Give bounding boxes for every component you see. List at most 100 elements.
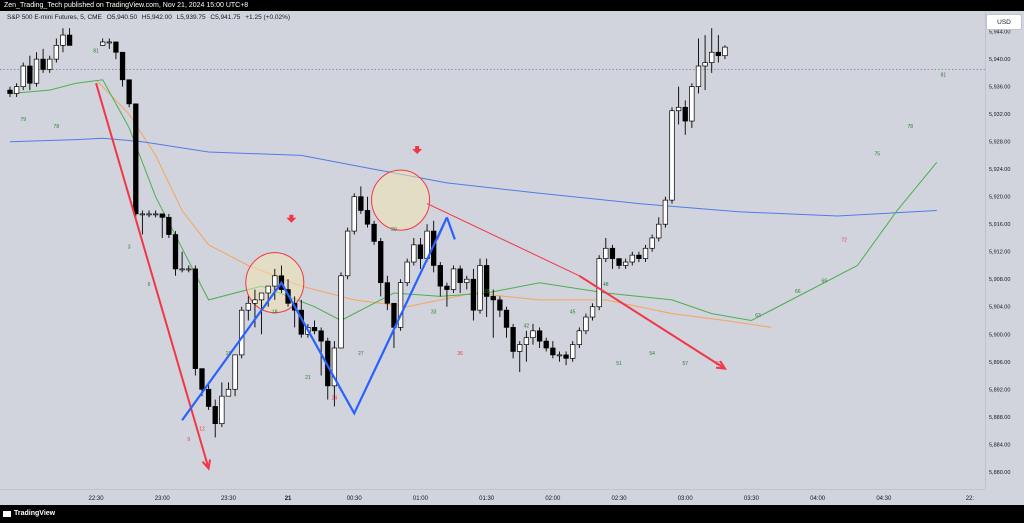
- candle-body: [378, 241, 384, 284]
- candle-body: [239, 309, 245, 356]
- bar-count-label: 45: [570, 310, 576, 316]
- candle-body: [623, 261, 629, 266]
- candle-body: [417, 244, 424, 259]
- price-tick-label: 5,888.00: [989, 415, 1010, 421]
- candle-body: [675, 106, 682, 112]
- candle-body: [106, 41, 112, 44]
- sell-signal-arrow-icon-1: [286, 214, 297, 223]
- candle-body: [33, 58, 40, 84]
- candle-body: [477, 265, 483, 311]
- candle-body: [219, 395, 225, 425]
- price-tick-label: 5,936.00: [989, 85, 1010, 91]
- candle-body: [40, 58, 46, 70]
- open-value: O5,940.50: [106, 14, 138, 21]
- candle-body: [152, 213, 159, 216]
- price-tick-label: 5,916.00: [989, 222, 1010, 228]
- published-text: Zen_Trading_Tech published on TradingVie…: [4, 2, 249, 9]
- time-tick-label: 04:00: [810, 496, 826, 502]
- time-tick-label: 04:30: [876, 496, 892, 502]
- candle-body: [364, 210, 371, 225]
- candlestick-chart[interactable]: 7978813691215182124273033363942454851545…: [0, 11, 985, 489]
- bar-count-label: 42: [524, 323, 530, 329]
- price-tick-label: 5,940.00: [989, 57, 1010, 63]
- change-value: +1.25 (+0.02%): [245, 14, 291, 21]
- price-tick-label: 5,880.00: [989, 470, 1010, 476]
- high-value: H5,942.00: [141, 14, 172, 21]
- price-tick-label: 5,904.00: [989, 305, 1010, 311]
- bar-count-label: 36: [457, 351, 463, 357]
- footer-bar: TradingView: [0, 505, 1024, 523]
- time-axis[interactable]: 22:30 23:00 23:30 21 00:30 01:00 01:30 02:00 02:…: [0, 489, 985, 505]
- chart-pane[interactable]: 79 78 81 3 6 9 12 15 18 21 24 27 30 33 36 39 42 45 48 51 54 5…: [0, 11, 985, 489]
- candle-body: [344, 230, 351, 277]
- candle-body: [596, 258, 602, 308]
- candle-body: [695, 65, 702, 88]
- candle-body: [159, 213, 165, 218]
- bar-count-label: 9: [187, 437, 190, 443]
- candle-body: [172, 234, 179, 270]
- candle-body: [20, 65, 26, 88]
- candle-body: [179, 268, 185, 271]
- candle-body: [702, 62, 708, 67]
- candle-body: [404, 261, 410, 284]
- price-tick-label: 5,896.00: [989, 360, 1010, 366]
- currency-button[interactable]: USD: [986, 14, 1022, 30]
- bar-count-label: 15: [226, 351, 232, 357]
- price-tick-label: 5,912.00: [989, 250, 1010, 256]
- candle-body: [133, 103, 139, 215]
- time-tick-label: 21: [285, 496, 292, 502]
- bar-count-label: 33: [431, 310, 437, 316]
- candle-body: [543, 340, 549, 349]
- candle-body: [583, 316, 589, 332]
- candle-body: [311, 327, 318, 332]
- candle-body: [629, 254, 635, 263]
- price-tick-label: 5,908.00: [989, 277, 1010, 283]
- price-tick-label: 5,884.00: [989, 442, 1010, 448]
- price-tick-label: 5,892.00: [989, 387, 1010, 393]
- candle-body: [252, 299, 258, 304]
- bar-count-label: 12: [199, 427, 205, 433]
- bar-count-label: 60: [716, 361, 722, 367]
- candle-body: [603, 247, 609, 259]
- red-trend-line-2a: [426, 203, 580, 277]
- highlight-circle-2: [371, 169, 431, 231]
- price-tick-label: 5,920.00: [989, 195, 1010, 201]
- time-tick-label: 22:: [966, 496, 975, 502]
- price-tick-label: 5,924.00: [989, 167, 1010, 173]
- tradingview-logo-icon: [3, 511, 11, 517]
- candle-body: [682, 106, 688, 122]
- candle-body: [570, 344, 576, 359]
- candle-body: [609, 247, 616, 259]
- bar-count-label: 51: [616, 361, 622, 367]
- candle-body: [119, 51, 126, 81]
- candle-body: [205, 388, 212, 407]
- candle-body: [450, 268, 457, 290]
- candle-body: [338, 275, 344, 349]
- candle-body: [245, 302, 251, 311]
- red-downtrend-arrow-1: [95, 82, 210, 469]
- candle-body: [457, 268, 463, 284]
- bar-count-label: 81: [941, 72, 947, 78]
- bar-count-label: 6: [148, 282, 151, 288]
- candle-body: [397, 282, 404, 328]
- moving-average-blue: [9, 137, 937, 217]
- bar-count-label: 18: [272, 310, 278, 316]
- time-tick-label: 02:00: [545, 496, 561, 502]
- candle-body: [689, 86, 695, 122]
- candle-body: [536, 330, 543, 342]
- candle-body: [411, 244, 417, 263]
- red-downtrend-arrow-2: [578, 274, 726, 370]
- bar-count-label: 3: [128, 244, 131, 250]
- price-axis[interactable]: 5,944.00 5,940.00 5,936.00 5,932.00 5,928.00…: [985, 11, 1024, 489]
- candle-body: [530, 330, 536, 339]
- bar-count-label: 79: [20, 117, 26, 123]
- candle-body: [53, 45, 59, 60]
- bar-count-label: 69: [821, 279, 827, 285]
- sell-signal-arrow-icon-2: [412, 145, 423, 154]
- candle-body: [351, 196, 357, 232]
- time-tick-label: 22:30: [89, 496, 105, 502]
- candle-body: [642, 247, 649, 259]
- candle-body: [550, 347, 556, 356]
- candle-body: [146, 213, 152, 216]
- candle-body: [225, 388, 232, 397]
